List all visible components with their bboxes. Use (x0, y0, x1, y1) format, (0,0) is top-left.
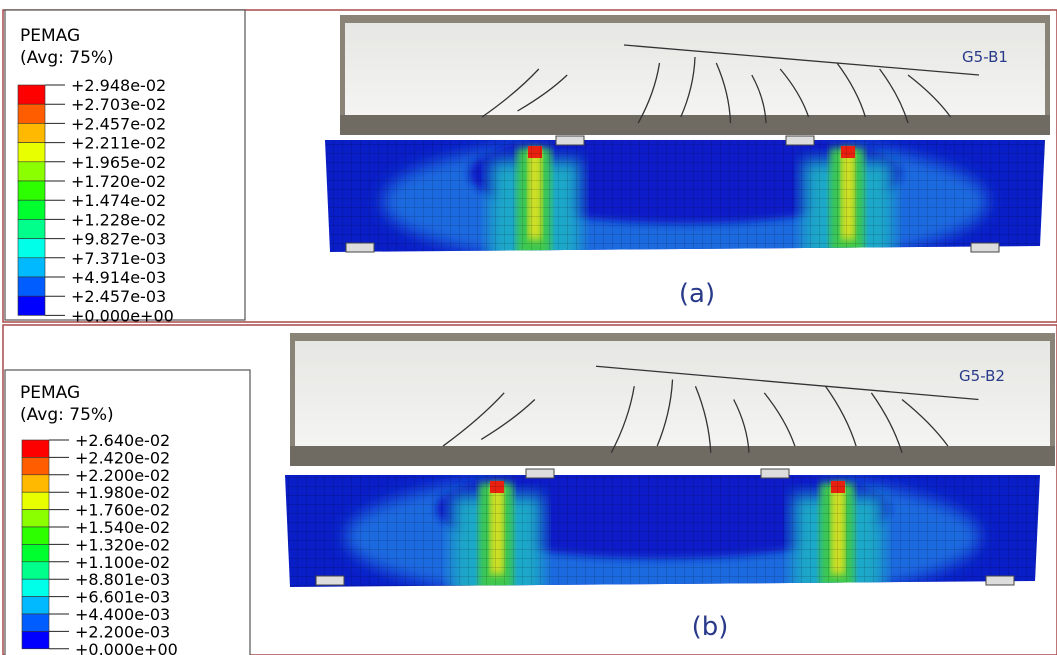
legend-swatch (18, 200, 45, 219)
legend-label: +2.703e-02 (71, 95, 166, 114)
legend-label: +2.200e-02 (75, 466, 170, 485)
legend-label: +1.540e-02 (75, 518, 170, 537)
panel-caption: (a) (679, 279, 715, 309)
legend-label: +7.371e-03 (71, 249, 166, 268)
figure-canvas: PEMAG(Avg: 75%)+2.948e-02+2.703e-02+2.45… (0, 0, 1057, 655)
legend-swatch (22, 492, 49, 509)
legend-label: +9.827e-03 (71, 230, 166, 249)
fe-contour (285, 458, 1040, 607)
legend-swatch (18, 239, 45, 258)
legend-label: +1.965e-02 (71, 153, 166, 172)
legend-swatch (18, 219, 45, 238)
support-plate (761, 469, 789, 478)
legend-label: +1.100e-02 (75, 553, 170, 572)
legend-label: +2.948e-02 (71, 76, 166, 95)
specimen-label: G5-B1 (962, 48, 1008, 66)
legend-label: +6.601e-03 (75, 588, 170, 607)
legend-swatch (18, 85, 45, 104)
legend-swatch (22, 579, 49, 596)
legend-swatch (18, 143, 45, 162)
legend-label: +2.457e-03 (71, 287, 166, 306)
legend-subtitle: (Avg: 75%) (20, 48, 114, 68)
legend-swatch (22, 457, 49, 474)
contour-fill (285, 458, 1040, 607)
panel-caption: (b) (692, 612, 729, 642)
legend-title: PEMAG (20, 383, 80, 403)
beam-photo (295, 341, 1050, 446)
legend-label: +1.760e-02 (75, 501, 170, 520)
photo-floor (340, 115, 1050, 135)
contour-mesh (285, 475, 1040, 587)
support-plate (346, 243, 374, 252)
legend-swatch (22, 562, 49, 579)
legend-label: +2.200e-03 (75, 622, 170, 641)
fe-contour (325, 123, 1045, 272)
legend-swatch (22, 544, 49, 561)
legend-label: +2.640e-02 (75, 431, 170, 450)
legend-title: PEMAG (20, 26, 80, 46)
legend-swatch (18, 162, 45, 181)
legend-swatch (18, 296, 45, 315)
beam-photo (345, 23, 1045, 115)
legend-label: +2.211e-02 (71, 134, 166, 153)
legend-label: +4.400e-03 (75, 605, 170, 624)
legend-label: +2.457e-02 (71, 114, 166, 133)
legend-subtitle: (Avg: 75%) (20, 405, 114, 425)
legend-label: +1.320e-02 (75, 535, 170, 554)
legend-swatch (22, 631, 49, 648)
legend-swatch (22, 597, 49, 614)
specimen-label: G5-B2 (959, 367, 1005, 385)
legend-label: +1.228e-02 (71, 210, 166, 229)
support-plate (986, 576, 1014, 585)
support-plate (556, 136, 584, 145)
legend-swatch (22, 440, 49, 457)
legend-swatch (18, 181, 45, 200)
legend-swatch (22, 475, 49, 492)
legend-label: +2.420e-02 (75, 448, 170, 467)
contour-fill (325, 123, 1045, 272)
legend-label: +8.801e-03 (75, 570, 170, 589)
legend-label: +1.980e-02 (75, 483, 170, 502)
figure: PEMAG(Avg: 75%)+2.948e-02+2.703e-02+2.45… (0, 0, 1057, 655)
legend-swatch (18, 123, 45, 142)
legend-label: +1.474e-02 (71, 191, 166, 210)
legend-swatch (18, 258, 45, 277)
legend-label: +1.720e-02 (71, 172, 166, 191)
support-plate (526, 469, 554, 478)
contour-mesh (325, 140, 1045, 252)
legend-label: +4.914e-03 (71, 268, 166, 287)
legend-swatch (22, 614, 49, 631)
legend-swatch (22, 527, 49, 544)
support-plate (786, 136, 814, 145)
legend-swatch (18, 104, 45, 123)
legend-label: +0.000e+00 (75, 640, 178, 655)
support-plate (971, 243, 999, 252)
support-plate (316, 576, 344, 585)
legend-label: +0.000e+00 (71, 306, 174, 325)
photo-floor (290, 446, 1055, 466)
legend-swatch (18, 277, 45, 296)
legend-swatch (22, 510, 49, 527)
